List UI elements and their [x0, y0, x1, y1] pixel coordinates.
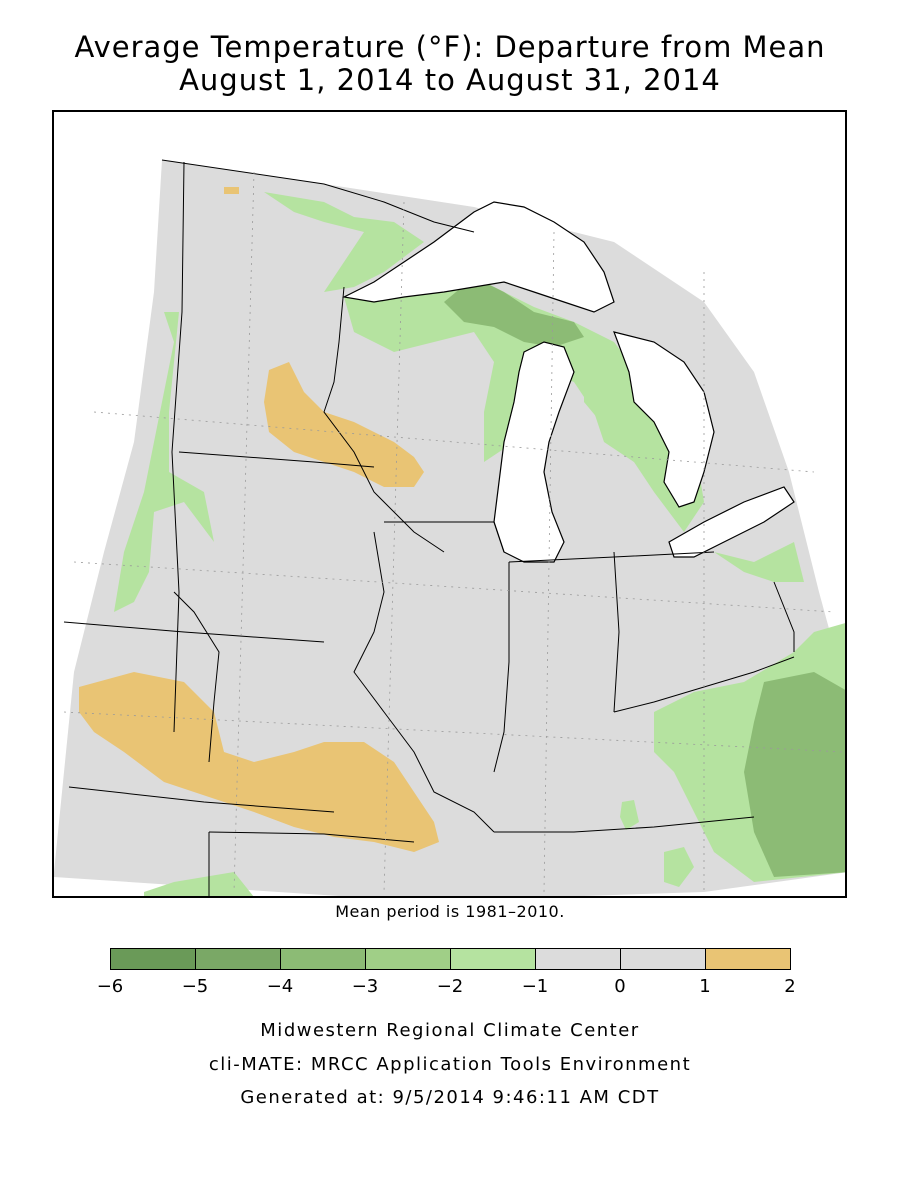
cool-area-southeast-ohio [714, 542, 804, 582]
legend-tick-label: 1 [699, 976, 711, 997]
legend-bin [705, 948, 791, 970]
legend-bin [280, 948, 366, 970]
legend-tick-label: −5 [181, 976, 209, 997]
lake-superior [342, 201, 615, 313]
legend-bin [450, 948, 536, 970]
footer-organization: Midwestern Regional Climate Center [260, 1020, 640, 1041]
warm-area-minnesota [264, 362, 424, 487]
legend-tick-label: −2 [436, 976, 464, 997]
cooler-area-upper-michigan [444, 277, 584, 347]
cooler-area-west-virginia [744, 672, 845, 877]
legend-tick-label: −6 [96, 976, 124, 997]
legend-tick-label: −4 [266, 976, 294, 997]
legend-bin [110, 948, 196, 970]
map-title: Average Temperature (°F): Departure from… [74, 30, 826, 64]
color-legend [110, 948, 791, 970]
mean-period-note: Mean period is 1981–2010. [335, 902, 565, 921]
legend-bin [535, 948, 621, 970]
footer-tool-name: cli-MATE: MRCC Application Tools Environ… [208, 1054, 692, 1075]
legend-tick-label: 2 [784, 976, 796, 997]
footer-generated-at: Generated at: 9/5/2014 9:46:11 AM CDT [240, 1087, 660, 1108]
temperature-departure-map [52, 110, 847, 898]
graticule [63, 171, 845, 893]
canada-land-upper [464, 112, 845, 391]
legend-tick-label: −1 [521, 976, 549, 997]
legend-tick-label: 0 [614, 976, 626, 997]
lake-huron [613, 331, 715, 508]
legend-tick-label: −3 [351, 976, 379, 997]
cool-area-north-minnesota [264, 192, 424, 292]
map-date-range: August 1, 2014 to August 31, 2014 [179, 63, 721, 97]
cool-area-kentucky-spot [664, 847, 694, 887]
map-canvas [54, 112, 845, 896]
state-borders [63, 159, 795, 896]
lake-erie [668, 486, 795, 558]
legend-bin [365, 948, 451, 970]
lake-michigan [493, 341, 575, 563]
cool-area-south-missouri [144, 872, 254, 896]
cool-area-northwest [114, 312, 214, 612]
cool-area-indiana-spot [620, 800, 639, 830]
legend-bin [620, 948, 706, 970]
warm-area-north-dakota-spot [224, 187, 239, 194]
legend-bin [195, 948, 281, 970]
